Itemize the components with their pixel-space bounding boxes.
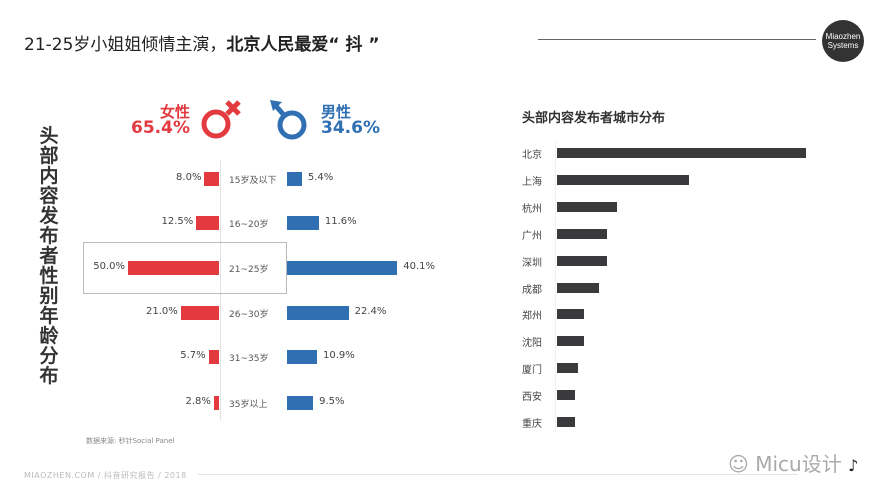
city-bar — [557, 309, 585, 320]
city-bar — [557, 174, 689, 185]
male-value: 40.1% — [403, 261, 436, 272]
male-value: 11.6% — [324, 216, 357, 227]
city-label: 重庆 — [522, 419, 542, 430]
female-symbol-icon — [201, 100, 241, 139]
age-label: 35岁以上 — [229, 400, 268, 410]
city-label: 郑州 — [522, 311, 542, 323]
city-bar — [557, 390, 575, 401]
highlight-box — [83, 242, 287, 294]
male-value: 10.9% — [322, 350, 355, 361]
city-label: 上海 — [522, 176, 542, 188]
city-label: 广州 — [522, 230, 542, 242]
city-label: 杭州 — [522, 203, 542, 215]
female-bar — [204, 172, 219, 186]
male-value: 22.4% — [354, 306, 387, 317]
city-label: 西安 — [522, 392, 542, 404]
age-label: 26~30岁 — [229, 310, 269, 320]
female-bar — [208, 350, 219, 364]
city-label: 成都 — [522, 284, 542, 296]
city-label: 深圳 — [522, 257, 542, 269]
title-bold: 北京人民最爱“ 抖 ” — [226, 35, 380, 55]
city-chart-title: 头部内容发布者城市分布 — [522, 111, 666, 126]
male-pct: 34.6% — [321, 118, 380, 138]
male-bar — [287, 261, 398, 275]
age-label: 15岁及以下 — [229, 176, 277, 186]
center-axis — [220, 160, 221, 420]
city-bar — [557, 282, 600, 293]
age-label: 31~35岁 — [229, 354, 269, 364]
city-label: 北京 — [522, 150, 542, 161]
age-label: 16~20岁 — [229, 220, 269, 230]
female-label: 女性 — [159, 103, 190, 121]
male-label: 男性 — [321, 103, 352, 121]
female-bar — [180, 306, 219, 320]
male-value: 9.5% — [319, 396, 345, 407]
female-bar — [213, 396, 219, 410]
city-label: 厦门 — [522, 365, 542, 377]
page-title: 21-25岁小姐姐倾情主演，北京人民最爱“ 抖 ” — [24, 30, 380, 55]
female-bar — [128, 261, 219, 275]
female-value: 5.7% — [180, 350, 206, 361]
age-label: 21~25岁 — [229, 265, 269, 275]
female-bar — [196, 216, 219, 230]
city-bar — [557, 148, 806, 158]
divider — [538, 39, 816, 40]
male-bar — [287, 216, 319, 230]
city-bar — [557, 228, 607, 239]
male-value: 5.4% — [307, 172, 334, 183]
male-bar — [287, 306, 349, 320]
vertical-title: 头部内容发布者性别年龄分布 — [39, 125, 59, 387]
footer-text: MIAOZHEN.COM / 抖音研究报告 / 2018 — [24, 471, 187, 480]
city-axis — [555, 140, 556, 432]
city-label: 沈阳 — [522, 338, 542, 350]
tiktok-icon: ♪ — [848, 456, 859, 475]
city-bar — [557, 363, 579, 374]
watermark-text: Micu设计 — [755, 452, 842, 476]
male-bar — [287, 172, 302, 186]
wechat-icon: ☺ — [728, 452, 749, 476]
city-bar — [557, 201, 617, 212]
male-symbol-icon — [270, 100, 307, 140]
data-source: 数据来源: 秒针Social Panel — [86, 437, 175, 445]
female-value: 12.5% — [161, 216, 194, 227]
female-value: 2.8% — [185, 396, 211, 407]
city-bar — [557, 417, 575, 427]
city-bar — [557, 255, 607, 266]
female-value: 8.0% — [176, 172, 202, 183]
male-bar — [287, 396, 314, 410]
female-value: 21.0% — [146, 306, 178, 317]
female-pct: 65.4% — [131, 118, 190, 138]
watermark: ☺ Micu设计 ♪ — [728, 448, 858, 477]
male-bar — [287, 350, 317, 364]
title-normal: 21-25岁小姐姐倾情主演， — [24, 35, 227, 55]
city-bar — [557, 336, 585, 347]
female-value: 50.0% — [93, 261, 125, 272]
footer-divider — [198, 474, 798, 475]
miaozhen-logo: Miaozhen Systems — [822, 20, 864, 62]
